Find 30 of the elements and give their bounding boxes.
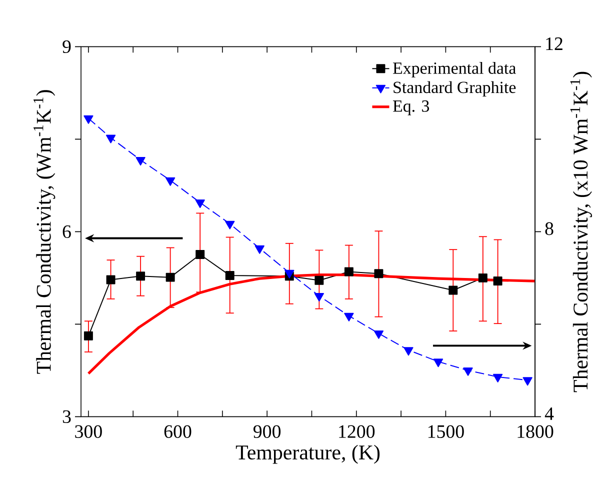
point	[478, 273, 488, 282]
point	[166, 272, 175, 282]
x-tick-label: 900	[253, 425, 281, 438]
point	[314, 276, 324, 285]
y-axis-title: Thermal Conductivity, (Wm$^{-1}$K$^{-1}$)	[34, 90, 56, 374]
legend-label: Eq. 3	[393, 100, 430, 116]
x-axis-title: Temperature, (K)	[236, 444, 380, 464]
x-tick-label: 600	[164, 425, 192, 438]
point	[196, 250, 205, 259]
point	[493, 276, 502, 286]
y2-tick-label: 8	[545, 222, 554, 236]
point	[344, 267, 354, 276]
y2-axis-title: Thermal Conductivity, (x10 Wm$^{-1}$K$^{-1}$)	[570, 72, 592, 392]
legend-label: Standard Graphite	[394, 81, 516, 97]
x-tick-label: 1500	[428, 425, 464, 438]
x-tick-label: 1800	[518, 425, 554, 438]
y2-tick-label: 4	[544, 407, 554, 420]
point	[374, 269, 384, 278]
x-tick-label: 300	[75, 425, 102, 438]
legend-label: Experimental data	[393, 62, 516, 78]
y2-tick-label: 12	[546, 37, 562, 50]
y-tick-label: 9	[62, 40, 71, 54]
point	[106, 275, 116, 284]
y-tick-label: 6	[62, 225, 71, 238]
point	[84, 331, 93, 340]
y-tick-label: 3	[62, 410, 71, 424]
point	[136, 272, 146, 281]
x-tick-label: 1200	[339, 425, 375, 438]
point	[448, 286, 458, 295]
point	[225, 270, 234, 280]
